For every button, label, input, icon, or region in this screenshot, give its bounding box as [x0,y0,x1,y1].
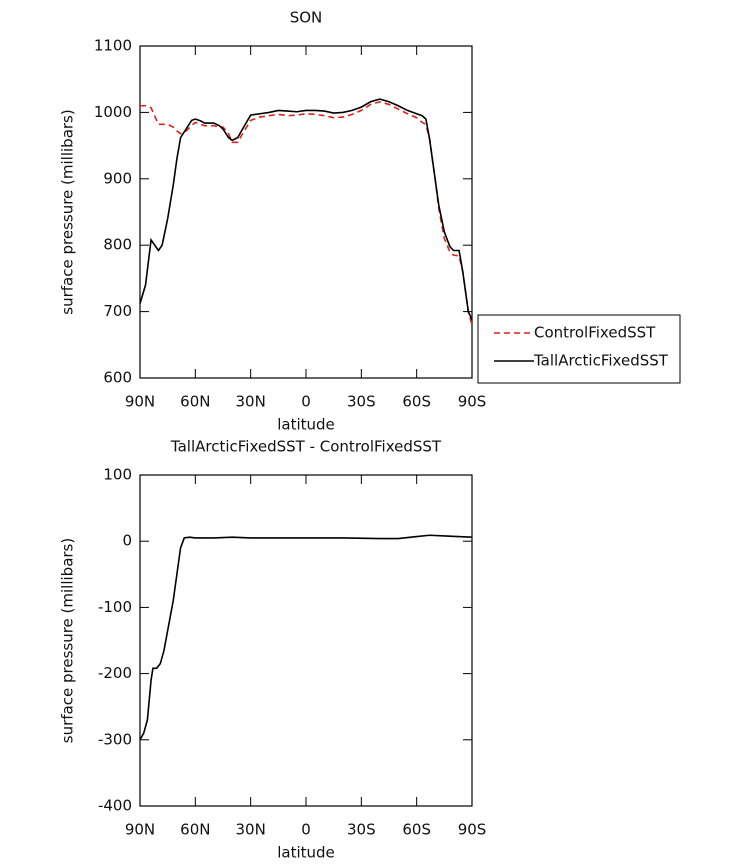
plot-frame [139,474,473,807]
x-axis-label: latitude [277,844,335,862]
y-tick-label: 600 [103,369,132,387]
y-tick-label: 1100 [94,37,132,55]
y-tick-label: 1000 [94,103,132,121]
data-line [139,98,473,320]
y-tick-label: 800 [103,236,132,254]
y-tick-label: 100 [103,466,132,484]
y-tick-label: -300 [98,730,132,748]
x-tick-label: 60N [180,393,210,411]
x-tick-label: 90N [125,821,155,839]
y-tick-label: 0 [122,532,132,550]
x-tick-label: 0 [301,393,311,411]
y-tick-label: -100 [98,598,132,616]
chart-title: TallArcticFixedSST - ControlFixedSST [170,438,442,456]
legend-label: TallArcticFixedSST [533,352,669,370]
x-tick-label: 60S [402,821,431,839]
y-axis-label: surface pressure (millibars) [59,538,77,743]
x-tick-label: 30S [347,821,376,839]
x-tick-label: 30N [236,393,266,411]
x-tick-label: 0 [301,821,311,839]
data-line [139,534,473,741]
legend-box [477,314,681,384]
x-tick-label: 30S [347,393,376,411]
x-tick-label: 90N [125,393,155,411]
x-tick-label: 30N [236,821,266,839]
y-tick-label: 700 [103,302,132,320]
plot-frame [139,45,473,379]
y-tick-label: -200 [98,664,132,682]
legend-label: ControlFixedSST [534,324,656,342]
y-tick-label: 900 [103,169,132,187]
x-tick-label: 60S [402,393,431,411]
y-axis-label: surface pressure (millibars) [59,109,77,314]
x-tick-label: 90S [458,821,487,839]
chart-title: SON [290,9,323,27]
data-line [140,100,473,326]
x-axis-label: latitude [277,416,335,434]
x-tick-label: 90S [458,393,487,411]
y-tick-label: -400 [98,797,132,815]
x-tick-label: 60N [180,821,210,839]
